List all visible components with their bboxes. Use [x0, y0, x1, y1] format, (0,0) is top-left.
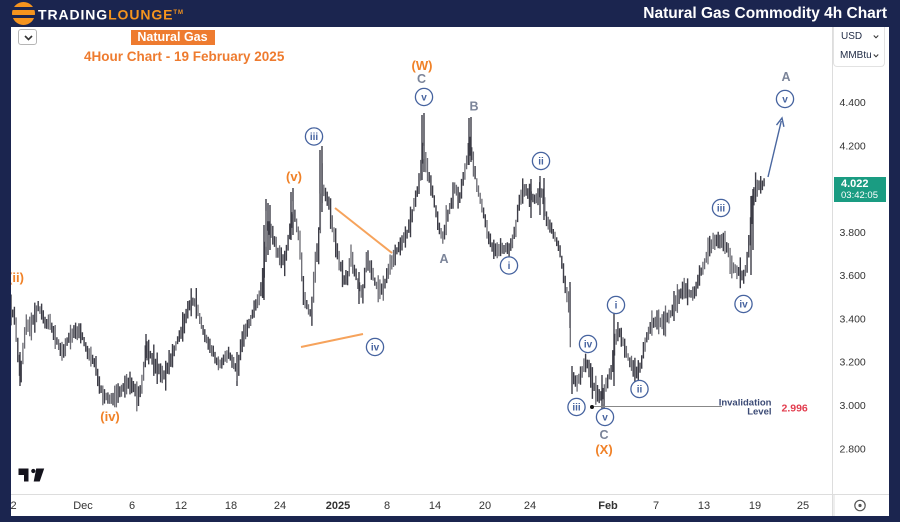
svg-text:i: i: [508, 261, 511, 272]
svg-text:3.400: 3.400: [840, 313, 866, 325]
svg-text:A: A: [439, 252, 448, 266]
svg-text:20: 20: [479, 500, 491, 512]
svg-text:3.600: 3.600: [840, 270, 866, 282]
svg-text:12: 12: [175, 500, 187, 512]
svg-text:iv: iv: [739, 299, 748, 310]
svg-text:iii: iii: [310, 132, 319, 143]
svg-text:24: 24: [274, 500, 286, 512]
svg-text:ii: ii: [637, 384, 643, 395]
svg-text:iii: iii: [717, 203, 726, 214]
svg-text:2.996: 2.996: [782, 403, 808, 415]
svg-text:8: 8: [384, 500, 390, 512]
svg-text:v: v: [421, 92, 427, 103]
svg-text:19: 19: [749, 500, 761, 512]
svg-text:v: v: [602, 412, 608, 423]
svg-text:(v): (v): [286, 169, 302, 184]
svg-text:(iv): (iv): [100, 409, 120, 424]
svg-text:iv: iv: [371, 342, 380, 353]
svg-text:25: 25: [797, 500, 809, 512]
svg-text:3.200: 3.200: [840, 357, 866, 369]
svg-text:i: i: [615, 300, 618, 311]
svg-text:(X): (X): [595, 442, 612, 457]
svg-text:C: C: [599, 428, 608, 442]
svg-text:24: 24: [524, 500, 536, 512]
svg-text:Invalidation: Invalidation: [719, 398, 772, 409]
svg-text:C: C: [417, 72, 426, 86]
svg-text:2: 2: [10, 500, 16, 512]
svg-text:13: 13: [698, 500, 710, 512]
svg-text:iii: iii: [572, 402, 581, 413]
svg-text:7: 7: [653, 500, 659, 512]
svg-text:4.400: 4.400: [840, 97, 866, 109]
svg-text:(ii): (ii): [8, 270, 24, 285]
svg-text:A: A: [781, 70, 790, 84]
svg-text:2025: 2025: [326, 500, 350, 512]
svg-text:Feb: Feb: [598, 500, 618, 512]
svg-text:6: 6: [129, 500, 135, 512]
svg-text:2.800: 2.800: [840, 443, 866, 455]
svg-text:18: 18: [225, 500, 237, 512]
svg-text:4.200: 4.200: [840, 140, 866, 152]
svg-text:ii: ii: [538, 156, 544, 167]
svg-text:v: v: [782, 94, 788, 105]
svg-text:iv: iv: [584, 339, 593, 350]
svg-text:B: B: [469, 100, 478, 114]
svg-text:3.000: 3.000: [840, 400, 866, 412]
svg-text:14: 14: [429, 500, 441, 512]
svg-text:3.800: 3.800: [840, 227, 866, 239]
svg-text:Level: Level: [747, 407, 771, 418]
svg-text:Dec: Dec: [73, 500, 93, 512]
svg-text:(W): (W): [412, 58, 433, 73]
